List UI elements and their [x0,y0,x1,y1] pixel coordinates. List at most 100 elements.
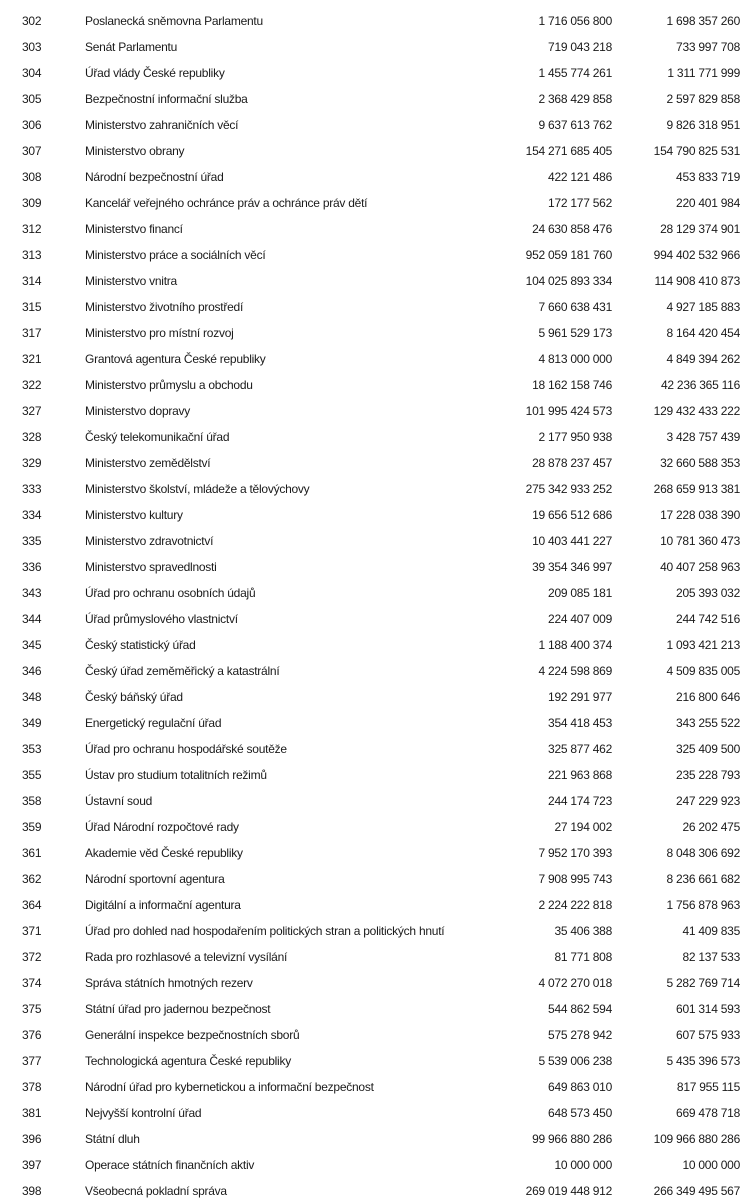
chapter-name: Ministerstvo zahraničních věcí [85,118,239,132]
amount-column-1: 28 878 237 457 [532,456,612,470]
amount-column-1: 18 162 158 746 [532,378,612,392]
chapter-code: 372 [22,950,42,964]
chapter-code: 305 [22,92,42,106]
chapter-code: 303 [22,40,42,54]
chapter-name: Státní dluh [85,1132,140,1146]
chapter-code: 375 [22,1002,42,1016]
chapter-code: 398 [22,1184,42,1198]
chapter-code: 361 [22,846,42,860]
chapter-code: 308 [22,170,42,184]
table-row: 317 Ministerstvo pro místní rozvoj 5 961 5… [0,320,750,346]
amount-column-1: 221 963 868 [548,768,612,782]
chapter-code: 355 [22,768,42,782]
table-row: 304 Úřad vlády České republiky 1 455 774 2… [0,60,750,86]
chapter-name: Grantová agentura České republiky [85,352,266,366]
amount-column-1: 9 637 613 762 [538,118,613,132]
amount-column-1: 649 863 010 [548,1080,612,1094]
amount-column-2: 733 997 708 [676,40,740,54]
chapter-code: 329 [22,456,42,470]
amount-column-2: 1 093 421 213 [666,638,741,652]
amount-column-2: 17 228 038 390 [660,508,740,522]
chapter-name: Ministerstvo průmyslu a obchodu [85,378,253,392]
amount-column-2: 1 311 771 999 [667,66,740,80]
amount-column-1: 24 630 858 476 [532,222,612,236]
table-row: 343 Úřad pro ochranu osobních údajů 209 08… [0,580,750,606]
chapter-name: Národní úřad pro kybernetickou a informa… [85,1080,374,1094]
amount-column-2: 41 409 835 [682,924,740,938]
amount-column-2: 4 849 394 262 [666,352,741,366]
amount-column-1: 19 656 512 686 [532,508,612,522]
chapter-name: Úřad Národní rozpočtové rady [85,820,239,834]
amount-column-1: 81 771 808 [554,950,612,964]
chapter-code: 396 [22,1132,42,1146]
table-row: 353 Úřad pro ochranu hospodářské soutěže 3… [0,736,750,762]
table-row: 378 Národní úřad pro kybernetickou a info… [0,1074,750,1100]
chapter-name: Energetický regulační úřad [85,716,222,730]
chapter-name: Nejvyšší kontrolní úřad [85,1106,202,1120]
chapter-code: 362 [22,872,42,886]
chapter-name: Úřad průmyslového vlastnictví [85,612,238,626]
table-row: 303 Senát Parlamentu 719 043 218 733 997 70… [0,34,750,60]
table-row: 355 Ústav pro studium totalitních režimů 2… [0,762,750,788]
amount-column-1: 39 354 346 997 [532,560,612,574]
amount-column-2: 42 236 365 116 [660,378,740,392]
amount-column-2: 26 202 475 [682,820,740,834]
amount-column-2: 4 927 185 883 [666,300,741,314]
table-row: 334 Ministerstvo kultury 19 656 512 686 17 … [0,502,750,528]
chapter-name: Národní sportovní agentura [85,872,225,886]
chapter-name: Generální inspekce bezpečnostních sborů [85,1028,300,1042]
chapter-code: 314 [22,274,42,288]
amount-column-2: 607 575 933 [676,1028,740,1042]
amount-column-2: 601 314 593 [676,1002,740,1016]
chapter-code: 304 [22,66,42,80]
amount-column-1: 27 194 002 [554,820,612,834]
amount-column-2: 8 236 661 682 [666,872,741,886]
chapter-code: 306 [22,118,42,132]
chapter-code: 345 [22,638,42,652]
chapter-name: Ministerstvo spravedlnosti [85,560,217,574]
amount-column-2: 817 955 115 [676,1080,740,1094]
chapter-code: 322 [22,378,42,392]
table-row: 362 Národní sportovní agentura 7 908 995 7… [0,866,750,892]
amount-column-2: 82 137 533 [682,950,740,964]
chapter-code: 381 [22,1106,42,1120]
amount-column-1: 7 660 638 431 [538,300,613,314]
chapter-name: Úřad pro dohled nad hospodařením politic… [85,924,445,938]
amount-column-1: 99 966 880 286 [532,1132,612,1146]
amount-column-2: 325 409 500 [676,742,740,756]
chapter-name: Ministerstvo práce a sociálních věcí [85,248,266,262]
amount-column-1: 154 271 685 405 [525,144,613,158]
table-row: 321 Grantová agentura České republiky 4 81… [0,346,750,372]
chapter-code: 302 [22,14,42,28]
chapter-code: 378 [22,1080,42,1094]
amount-column-2: 154 790 825 531 [653,144,741,158]
amount-column-1: 5 961 529 173 [538,326,613,340]
amount-column-2: 244 742 516 [676,612,740,626]
chapter-name: Akademie věd České republiky [85,846,243,860]
amount-column-2: 114 908 410 873 [654,274,741,288]
chapter-code: 313 [22,248,42,262]
table-row: 344 Úřad průmyslového vlastnictví 224 407 … [0,606,750,632]
chapter-name: Všeobecná pokladní správa [85,1184,227,1198]
amount-column-1: 244 174 723 [548,794,612,808]
chapter-name: Národní bezpečnostní úřad [85,170,224,184]
amount-column-2: 1 698 357 260 [666,14,741,28]
chapter-code: 348 [22,690,42,704]
table-row: 306 Ministerstvo zahraničních věcí 9 637 6… [0,112,750,138]
chapter-code: 349 [22,716,42,730]
amount-column-1: 172 177 562 [548,196,612,210]
chapter-code: 327 [22,404,42,418]
amount-column-2: 3 428 757 439 [666,430,741,444]
chapter-name: Technologická agentura České republiky [85,1054,291,1068]
amount-column-2: 1 756 878 963 [666,898,741,912]
amount-column-1: 719 043 218 [548,40,612,54]
chapter-code: 307 [22,144,42,158]
table-row: 315 Ministerstvo životního prostředí 7 660… [0,294,750,320]
table-row: 376 Generální inspekce bezpečnostních sbo… [0,1022,750,1048]
table-row: 329 Ministerstvo zemědělství 28 878 237 45… [0,450,750,476]
table-row: 345 Český statistický úřad 1 188 400 374 1 … [0,632,750,658]
amount-column-2: 994 402 532 966 [653,248,741,262]
amount-column-2: 453 833 719 [676,170,740,184]
amount-column-1: 1 716 056 800 [538,14,613,28]
chapter-code: 344 [22,612,42,626]
